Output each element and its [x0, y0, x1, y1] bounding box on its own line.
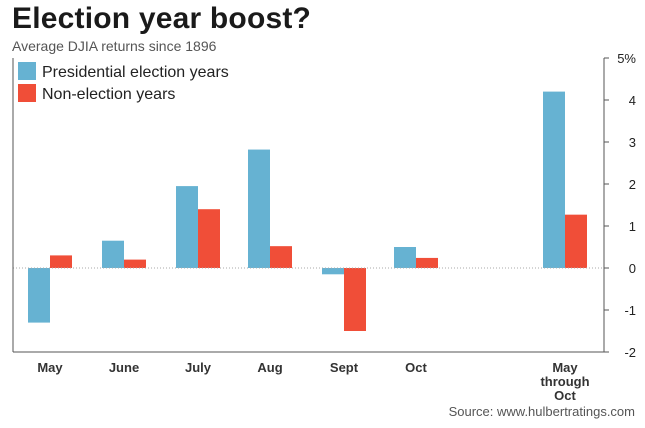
- legend: Presidential election years Non-election…: [18, 62, 229, 103]
- bar-non-election-may-through-oct: [565, 214, 587, 268]
- bar-non-election-july: [198, 209, 220, 268]
- bar-election-sept: [322, 268, 344, 275]
- x-tick-label: Oct: [405, 360, 427, 375]
- bar-non-election-oct: [416, 257, 438, 268]
- bar-election-aug: [248, 149, 270, 268]
- x-tick-label: May: [37, 360, 63, 375]
- chart-title: Election year boost?: [12, 2, 312, 35]
- legend-swatch-non-election: [18, 84, 36, 102]
- y-tick-label: 2: [629, 177, 636, 192]
- bar-non-election-june: [124, 259, 146, 268]
- x-tick-label: July: [185, 360, 212, 375]
- x-tick-label: May through Oct: [540, 360, 589, 403]
- y-tick-label: -1: [624, 303, 636, 318]
- y-tick-label: 4: [629, 93, 636, 108]
- bar-election-may-through-oct: [543, 91, 565, 268]
- bar-election-oct: [394, 247, 416, 268]
- x-tick-label: Aug: [257, 360, 282, 375]
- axes: May June July Aug Sept Oct May through Oct 5% 4 3 2 1…: [12, 51, 636, 403]
- bar-non-election-aug: [270, 246, 292, 268]
- bar-election-july: [176, 186, 198, 268]
- x-tick-label: Sept: [330, 360, 359, 375]
- bar-non-election-may: [50, 255, 72, 268]
- legend-label-non-election: Non-election years: [42, 86, 175, 103]
- legend-label-election: Presidential election years: [42, 64, 229, 81]
- chart-subtitle: Average DJIA returns since 1896: [12, 38, 217, 54]
- x-tick-label: June: [109, 360, 139, 375]
- y-tick-label: 0: [629, 261, 636, 276]
- y-tick-label: 5%: [617, 51, 636, 66]
- y-tick-label: -2: [624, 345, 636, 360]
- bar-non-election-sept: [344, 268, 366, 331]
- legend-swatch-election: [18, 62, 36, 80]
- bar-election-may: [28, 268, 50, 323]
- bar-election-june: [102, 240, 124, 268]
- y-tick-label: 3: [629, 135, 636, 150]
- bars: [28, 91, 587, 331]
- y-tick-label: 1: [629, 219, 636, 234]
- source-note: Source: www.hulbertratings.com: [448, 404, 635, 419]
